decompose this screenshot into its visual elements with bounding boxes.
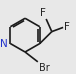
- Text: N: N: [1, 39, 8, 49]
- Text: Br: Br: [39, 63, 49, 73]
- Text: F: F: [64, 22, 70, 32]
- Text: F: F: [40, 8, 45, 18]
